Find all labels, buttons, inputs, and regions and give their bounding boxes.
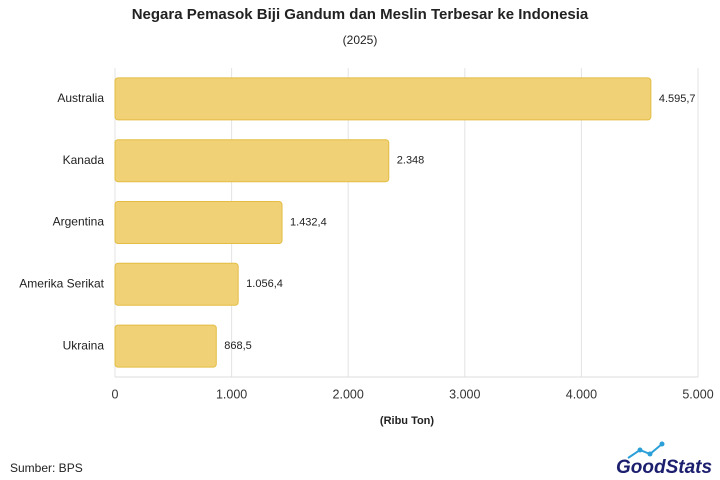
value-label: 2.348 xyxy=(397,155,425,167)
y-tick-label: Kanada xyxy=(63,153,105,167)
bar xyxy=(114,77,652,121)
brand-icon xyxy=(627,441,665,459)
y-tick-label: Amerika Serikat xyxy=(19,276,104,290)
x-tick-label: 0 xyxy=(112,387,119,401)
y-tick-label: Australia xyxy=(57,91,104,105)
bar xyxy=(114,201,283,244)
x-tick-label: 3.000 xyxy=(449,387,480,401)
y-tick-label: Argentina xyxy=(53,215,105,229)
bar xyxy=(114,324,217,368)
value-label: 1.432,4 xyxy=(290,216,327,228)
chart-title: Negara Pemasok Biji Gandum dan Meslin Te… xyxy=(132,6,589,23)
bar xyxy=(114,139,390,183)
bar xyxy=(114,262,239,306)
x-tick-label: 1.000 xyxy=(216,387,247,401)
brand-logo: GoodStats xyxy=(616,457,712,478)
chart-subtitle: (2025) xyxy=(343,33,378,47)
value-label: 1.056,4 xyxy=(246,278,283,290)
y-tick-label: Ukraina xyxy=(63,338,105,352)
x-tick-label: 4.000 xyxy=(566,387,597,401)
value-label: 4.595,7 xyxy=(659,93,696,105)
x-tick-label: 2.000 xyxy=(333,387,364,401)
value-label: 868,5 xyxy=(224,340,252,352)
source: Sumber: BPS xyxy=(10,461,83,475)
x-axis-label: (Ribu Ton) xyxy=(380,415,434,427)
x-tick-label: 5.000 xyxy=(682,387,713,401)
